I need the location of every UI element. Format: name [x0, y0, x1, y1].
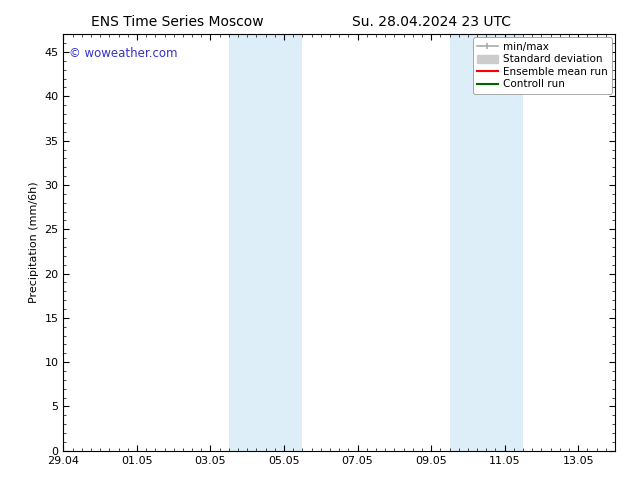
Text: ENS Time Series Moscow: ENS Time Series Moscow: [91, 15, 264, 29]
Y-axis label: Precipitation (mm/6h): Precipitation (mm/6h): [29, 182, 39, 303]
Bar: [450, 34, 523, 451]
Bar: [229, 34, 302, 451]
Text: © woweather.com: © woweather.com: [69, 47, 178, 60]
Legend: min/max, Standard deviation, Ensemble mean run, Controll run: min/max, Standard deviation, Ensemble me…: [473, 37, 612, 94]
Text: Su. 28.04.2024 23 UTC: Su. 28.04.2024 23 UTC: [352, 15, 510, 29]
